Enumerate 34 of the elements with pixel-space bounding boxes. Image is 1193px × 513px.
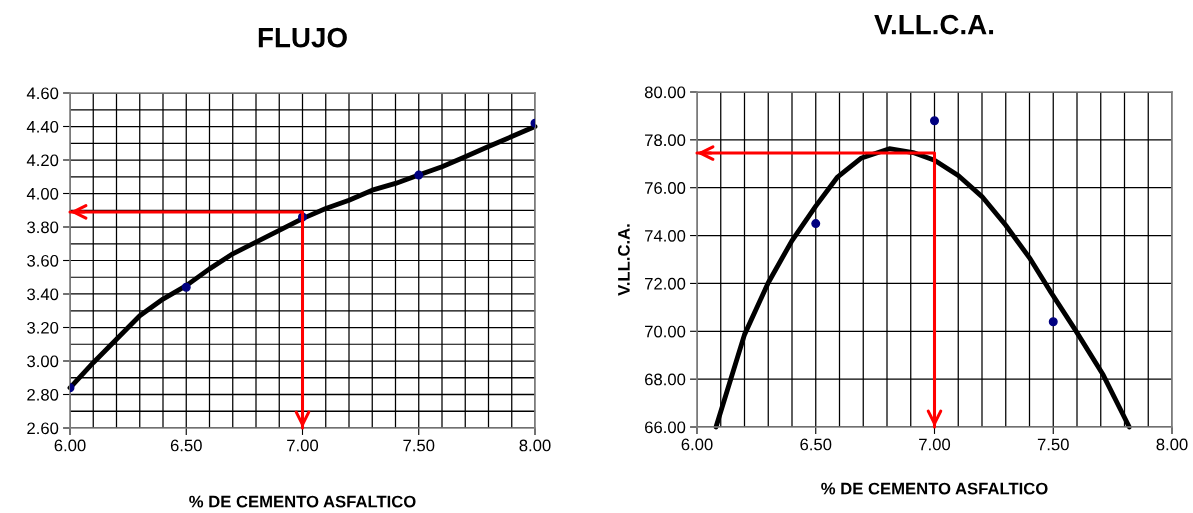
y-tick-label: 72.00 [645,277,686,290]
chart-title: V.LL.C.A. [874,14,994,35]
x-tick-label: 7.50 [403,439,435,452]
x-tick-label: 7.50 [1037,438,1069,451]
x-tick-label: 7.00 [919,438,951,451]
x-tick-label: 6.00 [681,438,713,451]
y-tick-label: 4.40 [26,120,59,133]
y-tick-label: 68.00 [645,373,686,386]
x-tick-label: 8.00 [1156,438,1188,451]
x-axis-title: % DE CEMENTO ASFALTICO [821,482,1048,495]
y-tick-label: 76.00 [645,182,686,194]
y-tick-label: 78.00 [645,134,686,147]
y-tick-label: 3.40 [27,288,59,301]
y-tick-label: 74.00 [645,229,686,242]
y-tick-label: 3.00 [27,355,59,368]
y-tick-label: 3.20 [27,321,59,334]
chart-title: FLUJO [258,27,347,48]
x-tick-label: 6.50 [800,438,832,451]
y-tick-label: 2.60 [27,422,59,435]
y-tick-label: 4.00 [26,187,59,200]
x-axis-title: % DE CEMENTO ASFALTICO [189,495,416,508]
y-tick-label: 4.60 [26,87,59,100]
y-tick-label: 66.00 [645,421,686,434]
x-tick-label: 8.00 [519,439,551,452]
y-tick-label: 80.00 [644,86,686,99]
y-tick-label: 3.80 [27,221,59,234]
y-tick-label: 2.80 [27,388,59,401]
x-tick-label: 7.00 [287,439,319,452]
y-tick-label: 3.60 [27,254,59,267]
y-tick-label: 70.00 [645,325,686,338]
x-tick-label: 6.00 [54,439,86,452]
y-tick-label: 4.20 [26,154,59,167]
x-tick-label: 6.50 [170,439,202,452]
y-axis-title: V.LL.C.A. [617,224,630,296]
